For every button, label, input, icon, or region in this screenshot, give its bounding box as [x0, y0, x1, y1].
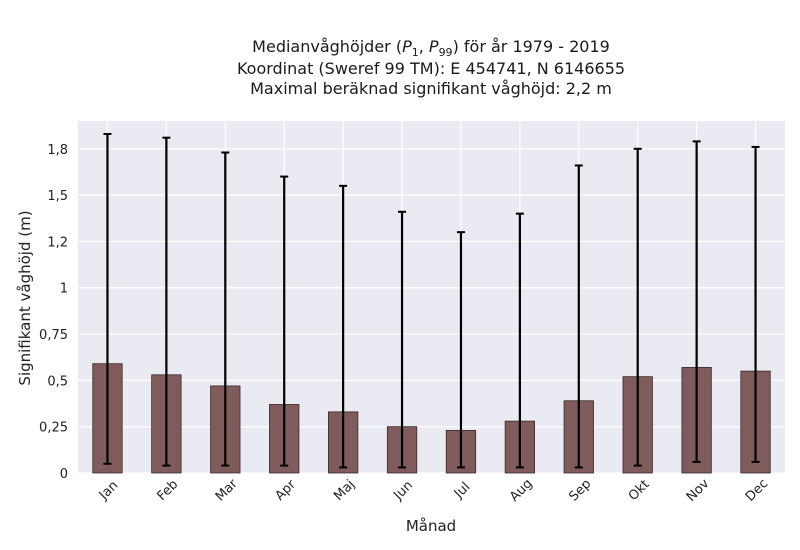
x-tick-label-feb: Feb: [154, 477, 181, 504]
x-tick-label-jun: Jun: [390, 478, 416, 504]
x-tick-label-maj: Maj: [331, 477, 358, 504]
error-bar-dec: [751, 145, 760, 463]
error-bar-nov: [692, 140, 701, 463]
plot-area: [78, 121, 785, 473]
y-tick-label: 0,75: [39, 328, 68, 343]
y-tick-label: 1,2: [47, 235, 68, 250]
error-bar-sep: [574, 164, 583, 469]
error-bar-okt: [633, 147, 642, 467]
error-bar-mar: [221, 151, 230, 467]
y-tick-label: 1,5: [47, 189, 68, 204]
chart-title-line-3: Maximal beräknad signifikant våghöjd: 2,…: [250, 79, 612, 98]
y-axis: 0 0,25 0,5 0,75 1 1,2 1,5 1,8: [39, 143, 68, 482]
x-axis-label: Månad: [406, 517, 456, 535]
x-tick-label-dec: Dec: [743, 476, 771, 504]
error-bar-jan: [103, 132, 112, 465]
error-bar-apr: [280, 175, 289, 467]
y-tick-label: 0: [60, 467, 68, 482]
error-bar-jun: [398, 210, 407, 469]
y-tick-label: 1,8: [47, 143, 68, 158]
x-tick-label-jan: Jan: [96, 478, 121, 503]
chart-title: Medianvåghöjder (P1, P99) för år 1979 - …: [237, 37, 625, 98]
x-tick-label-mar: Mar: [213, 476, 241, 504]
chart-title-line-1: Medianvåghöjder (P1, P99) för år 1979 - …: [252, 37, 610, 59]
y-axis-label: Signifikant våghöjd (m): [16, 210, 34, 385]
error-bar-aug: [515, 212, 524, 469]
y-tick-label: 0,5: [47, 374, 68, 389]
y-tick-label: 1: [60, 282, 68, 297]
y-tick-label: 0,25: [39, 421, 68, 436]
x-axis: Jan Feb Mar Apr Maj Jun Jul Aug Sep Okt Nov Dec: [96, 476, 771, 505]
chart-title-line-2: Koordinat (Sweref 99 TM): E 454741, N 61…: [237, 59, 625, 78]
x-tick-label-apr: Apr: [272, 477, 299, 504]
error-bar-maj: [339, 184, 348, 469]
x-tick-label-nov: Nov: [684, 476, 713, 505]
error-bar-feb: [162, 136, 171, 467]
error-bars: [103, 132, 760, 469]
x-tick-label-sep: Sep: [566, 477, 594, 505]
x-tick-label-aug: Aug: [507, 476, 536, 505]
x-tick-label-jul: Jul: [451, 480, 473, 502]
error-bar-jul: [456, 231, 465, 469]
x-tick-label-okt: Okt: [626, 477, 653, 504]
